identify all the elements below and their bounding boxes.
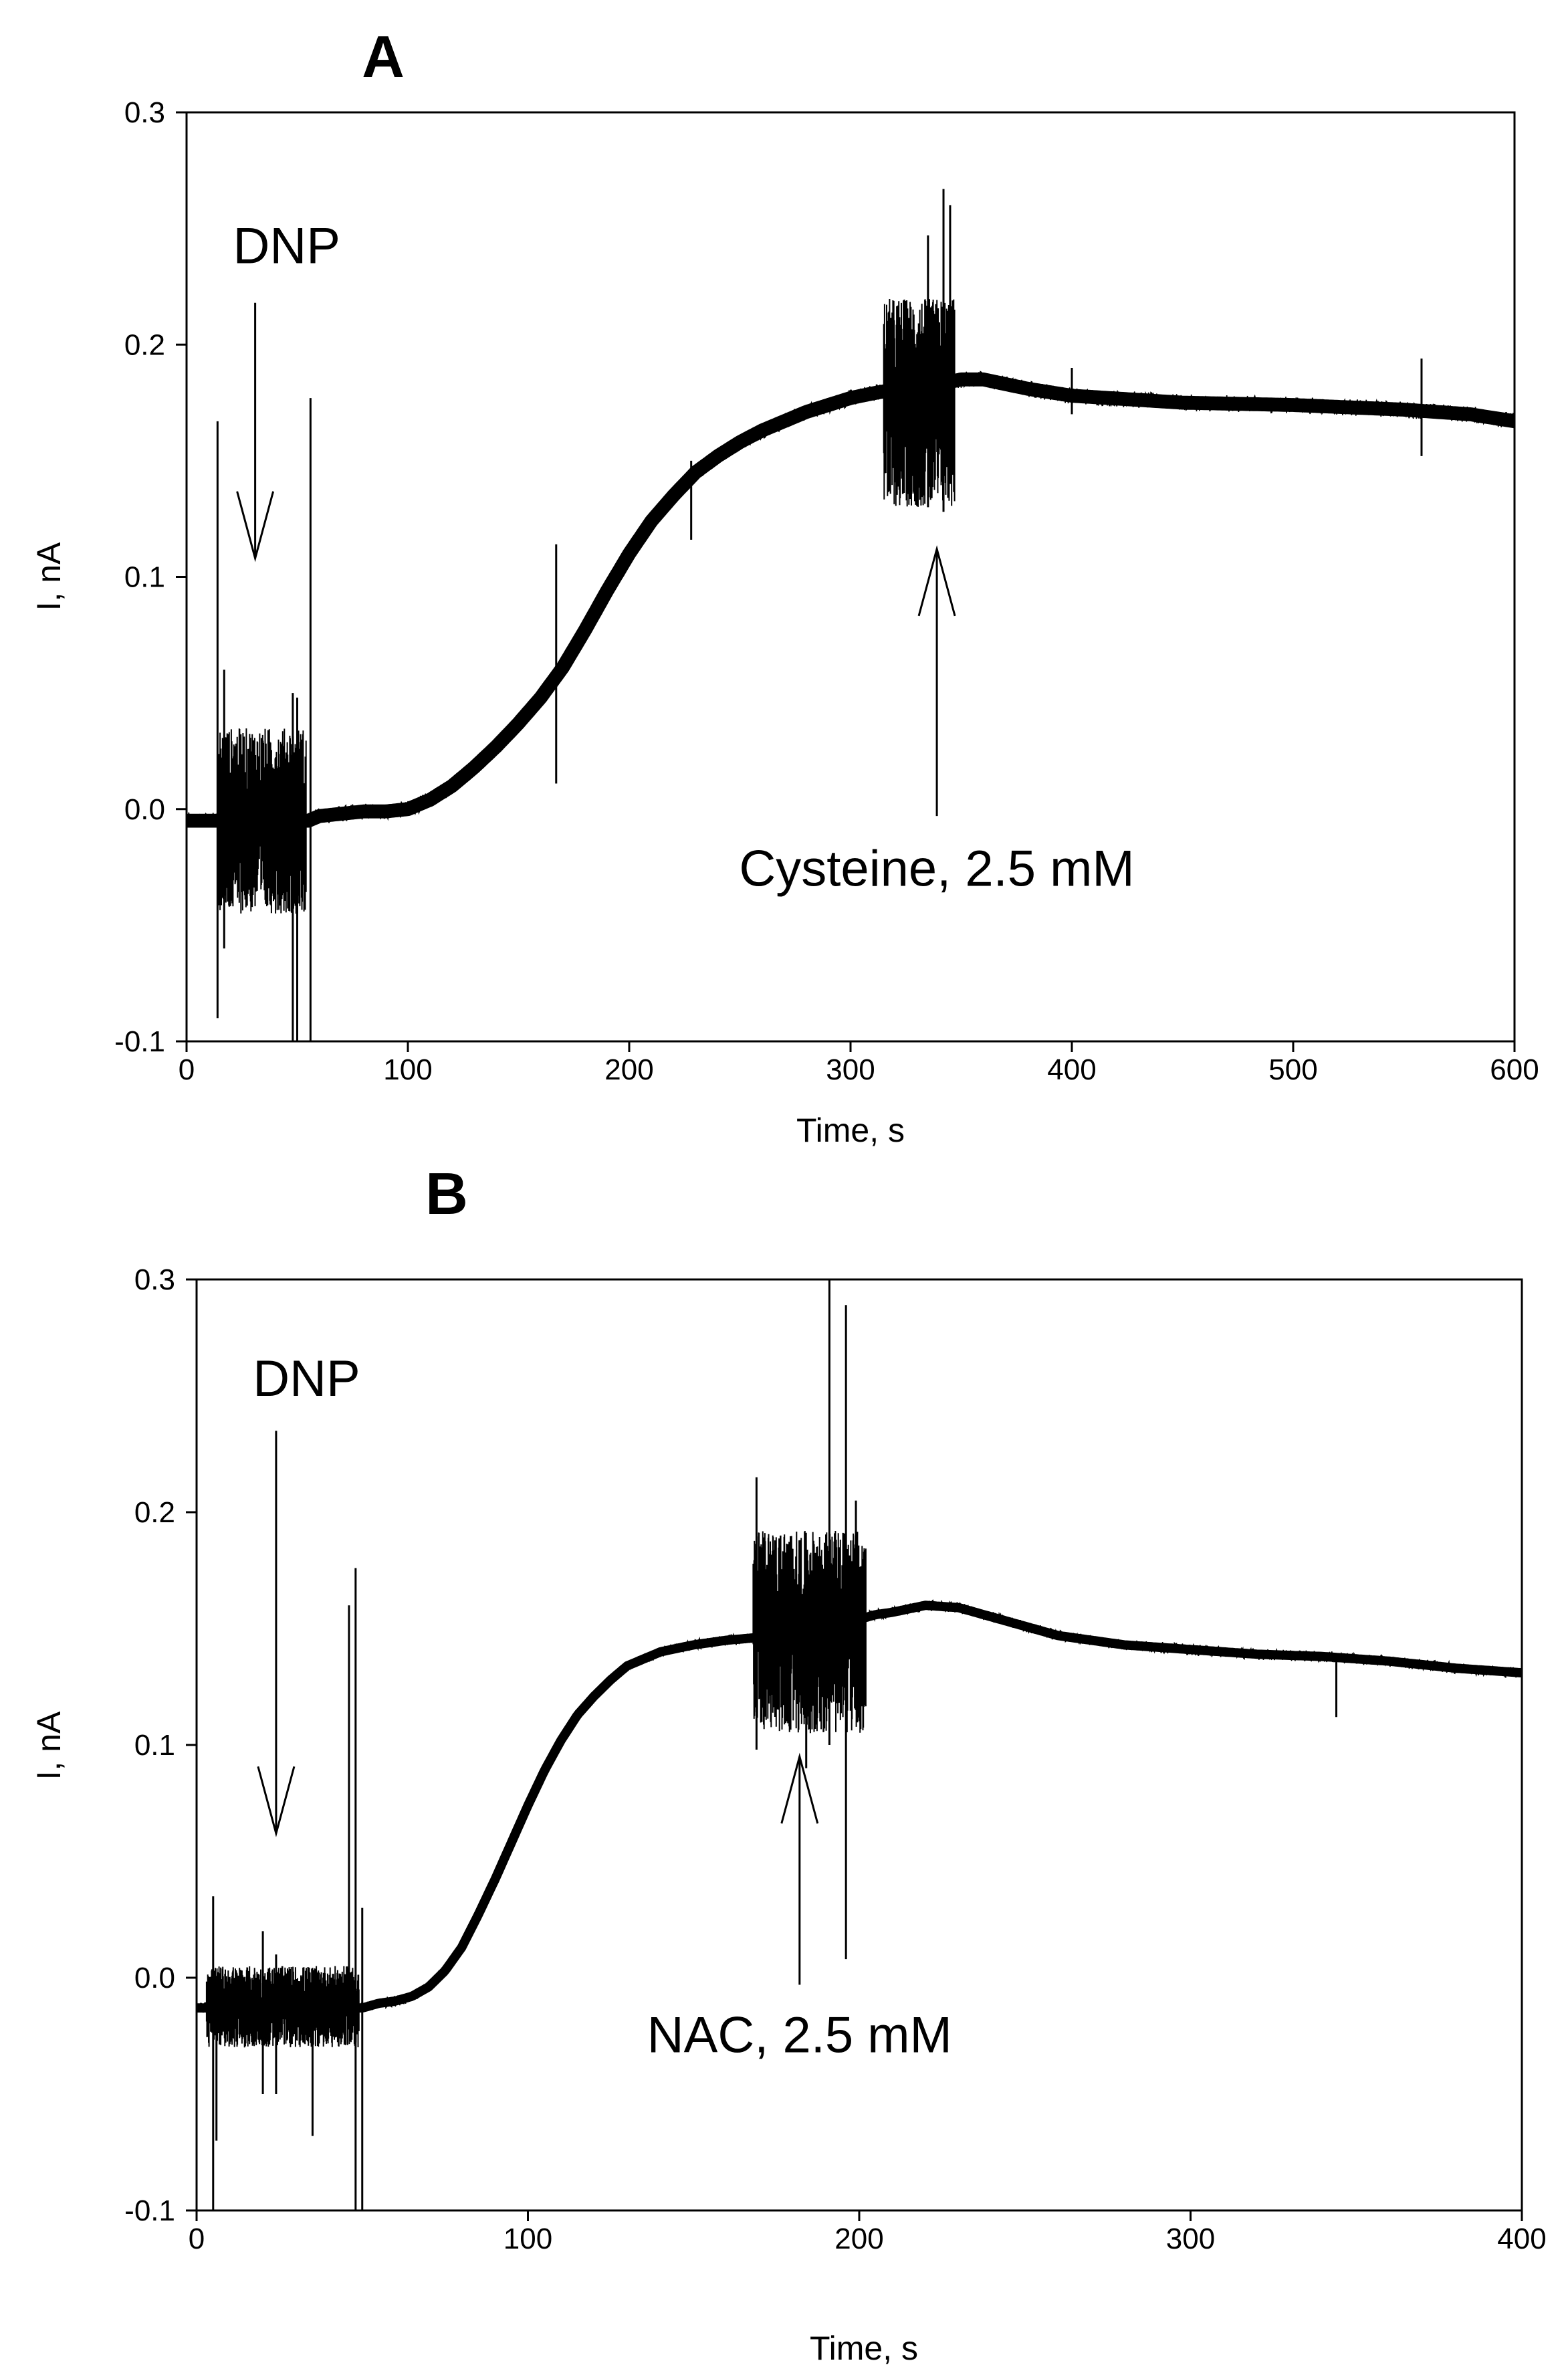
- panel-a-annotation-dnp: DNP: [233, 218, 340, 275]
- panel-a-x-tick-label-5: 500: [1268, 1053, 1317, 1086]
- panel-b-noise-region-1: [205, 1966, 360, 2048]
- panel-a-annotation-cysteine-2-5-mm: Cysteine, 2.5 mM: [739, 840, 1134, 897]
- panel-a-x-tick-label-4: 400: [1047, 1053, 1096, 1086]
- panel-b-annotation-nac-2-5-mm-arrow-head: [780, 1752, 819, 1824]
- panel-a-series-jitter: [187, 371, 1515, 829]
- panel-b-noise-region-2: [752, 1531, 867, 1734]
- panel-b-y-tick-label-1: 0.0: [134, 1962, 175, 1994]
- panel-a-axes-frame: [185, 111, 1516, 1043]
- panel-b-y-tick-label-4: 0.3: [134, 1263, 175, 1296]
- panel-b-x-axis-label: Time, s: [810, 2330, 918, 2367]
- panel-a-y-tick-label-1: 0.0: [124, 793, 165, 826]
- panel-b-annotation-dnp-arrow-head: [257, 1766, 296, 1837]
- panel-a: A 0 100 200 300 400 500 600 -0.1 0.0 0.1 0.2 0.3 DNP…: [30, 23, 1539, 1149]
- panel-a-x-axis-label: Time, s: [796, 1112, 905, 1149]
- panel-a-y-tick-label-3: 0.2: [124, 328, 165, 361]
- panel-b-annotation-nac-2-5-mm: NAC, 2.5 mM: [647, 2006, 952, 2063]
- panel-b-letter: B: [425, 1160, 468, 1227]
- panel-b-y-tick-label-2: 0.1: [134, 1729, 175, 1762]
- panel-b-data-layer: [197, 1279, 1522, 2210]
- panel-a-x-tick-label-3: 300: [826, 1053, 875, 1086]
- panel-b-x-tick-label-0: 0: [189, 2223, 205, 2255]
- panel-a-noise-region-2: [883, 298, 956, 507]
- panel-a-data-layer: [187, 189, 1515, 1041]
- panel-b-x-tick-label-3: 300: [1166, 2223, 1215, 2255]
- panel-b: B 0 100 200 300 400 -0.1 0.0 0.1 0.2 0.3 DNP NAC, 2…: [30, 1160, 1547, 2367]
- panel-b-plot-area: 0 100 200 300 400 -0.1 0.0 0.1 0.2 0.3 DNP NAC, 2.5…: [124, 1263, 1547, 2255]
- panel-a-x-tick-label-0: 0: [179, 1053, 195, 1086]
- panel-b-y-tick-label-3: 0.2: [134, 1496, 175, 1529]
- panel-a-x-tick-label-6: 600: [1490, 1053, 1539, 1086]
- panel-a-letter: A: [362, 23, 405, 90]
- panel-a-x-tick-label-2: 200: [604, 1053, 653, 1086]
- panel-a-plot-area: 0 100 200 300 400 500 600 -0.1 0.0 0.1 0.2 0.3 DNP Cy…: [114, 96, 1539, 1086]
- panel-a-y-tick-label-4: 0.3: [124, 96, 165, 129]
- panel-b-x-tick-label-2: 200: [834, 2223, 883, 2255]
- panel-a-annotation-dnp-arrow-head: [236, 491, 275, 562]
- panel-b-x-tick-label-4: 400: [1497, 2223, 1546, 2255]
- panel-a-annotation-cysteine-2-5-mm-arrow-head: [917, 545, 956, 617]
- panel-b-axes-frame: [195, 1278, 1523, 2212]
- panel-a-y-axis-label: I, nA: [30, 542, 68, 611]
- panel-a-y-tick-label-0: -0.1: [114, 1025, 165, 1058]
- panel-a-y-tick-label-2: 0.1: [124, 561, 165, 594]
- panel-b-annotation-dnp: DNP: [253, 1350, 360, 1407]
- panel-b-y-axis-label: I, nA: [30, 1711, 68, 1780]
- panel-b-y-tick-label-0: -0.1: [124, 2194, 175, 2227]
- panel-a-x-tick-label-1: 100: [383, 1053, 432, 1086]
- panel-b-x-tick-label-1: 100: [503, 2223, 552, 2255]
